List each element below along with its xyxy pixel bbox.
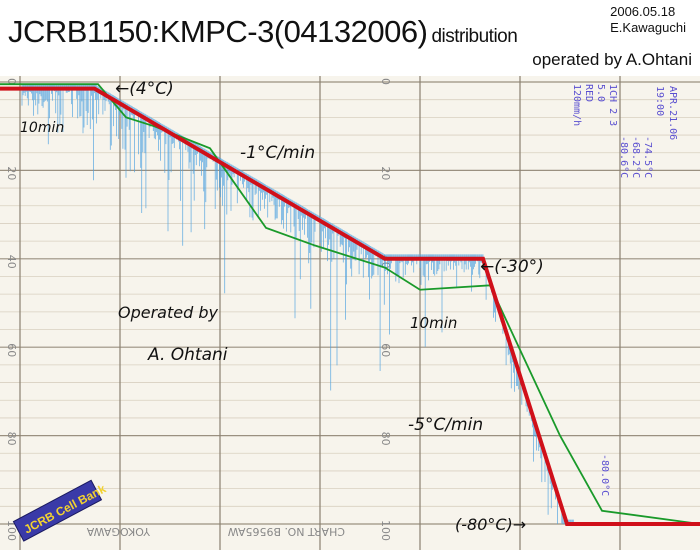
annotation-4c: ←(4°C) bbox=[115, 79, 174, 99]
annotation-minus80: (-80°C)→ bbox=[455, 515, 526, 534]
annotation-minus30: ←(-30°) bbox=[480, 257, 544, 277]
print-scale: 5.0 bbox=[595, 84, 606, 102]
annotation-rate-2: -5°C/min bbox=[408, 415, 483, 435]
y-tick-label: 80 bbox=[379, 432, 392, 446]
y-tick-label: 100 bbox=[379, 520, 392, 541]
y-tick-label: 60 bbox=[5, 343, 18, 357]
print-temp-4: -80.0°C bbox=[599, 454, 610, 496]
chart-paper bbox=[0, 76, 700, 550]
print-temp-1: -74.5°C bbox=[642, 136, 653, 178]
meta: 2006.05.18 E.Kawaguchi bbox=[610, 4, 686, 36]
print-channels: 1CH 2 3 bbox=[607, 84, 618, 126]
print-red: RED bbox=[583, 84, 594, 102]
y-tick-label: 100 bbox=[5, 520, 18, 541]
y-tick-label: 0 bbox=[5, 78, 18, 85]
annotation-10min-2: 10min bbox=[410, 314, 457, 332]
annotation-rate-1: -1°C/min bbox=[240, 143, 315, 163]
series-green bbox=[0, 83, 700, 525]
title-suffix: distribution bbox=[431, 26, 518, 47]
print-speed: 120mm/h bbox=[571, 84, 582, 126]
annotation-10min-1: 10min bbox=[20, 120, 64, 136]
annotation-ohtani: A. Ohtani bbox=[147, 345, 228, 365]
y-tick-label: 20 bbox=[379, 166, 392, 180]
print-temp-3: -80.6°C bbox=[618, 136, 629, 178]
print-temp-2: -68.2°C bbox=[630, 136, 641, 178]
y-tick-label: 40 bbox=[5, 255, 18, 269]
date: 2006.05.18 bbox=[610, 4, 676, 19]
title-text: JCRB1150:KMPC-3(04132006) bbox=[8, 14, 428, 49]
page-title: JCRB1150:KMPC-3(04132006) distribution bbox=[8, 14, 518, 50]
y-tick-label: 60 bbox=[379, 343, 392, 357]
author: E.Kawaguchi bbox=[610, 20, 686, 35]
paper-brand: YOKOGAWA bbox=[86, 525, 151, 538]
header: JCRB1150:KMPC-3(04132006) distribution 20… bbox=[0, 0, 700, 76]
print-date: APR.21.06 bbox=[667, 86, 678, 140]
y-tick-label: 0 bbox=[379, 78, 392, 85]
grid bbox=[0, 76, 700, 550]
y-tick-label: 20 bbox=[5, 166, 18, 180]
recorder-print: APR.21.06 19:00 1CH 2 3 5.0 RED 120mm/h … bbox=[571, 84, 678, 496]
annotation-operated-by: Operated by bbox=[118, 303, 218, 322]
chart-number: CHART NO. B9565AW bbox=[228, 525, 345, 538]
operator: operated by A.Ohtani bbox=[532, 50, 692, 69]
annotations: ←(4°C) 10min -1°C/min Operated by A. Oht… bbox=[20, 79, 544, 534]
series bbox=[0, 83, 700, 526]
print-time: 19:00 bbox=[654, 86, 665, 116]
y-tick-label: 80 bbox=[5, 432, 18, 446]
series-red bbox=[0, 86, 700, 526]
